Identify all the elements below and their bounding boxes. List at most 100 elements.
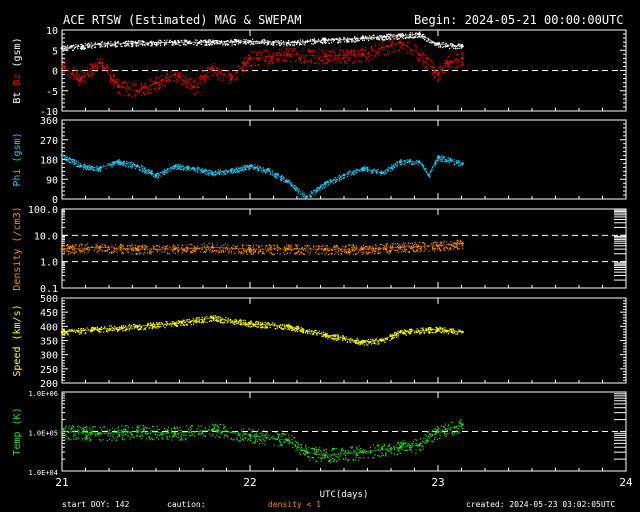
- data-point: [445, 44, 447, 46]
- data-point: [182, 320, 184, 322]
- data-point: [334, 246, 336, 248]
- ytick-label-speed: 500: [40, 294, 58, 305]
- data-point: [387, 35, 389, 37]
- data-point: [158, 326, 160, 328]
- data-point: [413, 243, 416, 245]
- data-point: [172, 251, 174, 253]
- data-point: [102, 62, 104, 64]
- data-point: [401, 246, 403, 248]
- data-point: [113, 328, 115, 330]
- data-point: [111, 80, 114, 82]
- data-point: [305, 250, 307, 252]
- data-point: [268, 250, 270, 252]
- data-point: [145, 88, 147, 90]
- data-point: [227, 44, 229, 46]
- data-point: [290, 327, 293, 329]
- data-point: [288, 180, 290, 182]
- data-point: [337, 247, 339, 249]
- data-point: [326, 50, 328, 52]
- data-point: [140, 165, 142, 167]
- data-point: [213, 249, 216, 251]
- data-point: [247, 323, 249, 326]
- data-point: [217, 75, 219, 77]
- data-point: [103, 331, 105, 333]
- data-point: [206, 316, 208, 318]
- data-point: [190, 77, 192, 79]
- data-point: [323, 62, 326, 64]
- data-point: [371, 343, 373, 345]
- data-point: [267, 42, 269, 44]
- data-point: [143, 244, 146, 246]
- data-point: [253, 41, 255, 43]
- data-point: [244, 165, 246, 167]
- data-point: [278, 41, 280, 43]
- data-point: [360, 343, 362, 345]
- data-point: [318, 63, 320, 65]
- data-point: [450, 330, 453, 332]
- data-point: [85, 168, 87, 171]
- data-point: [313, 50, 315, 52]
- data-point: [390, 168, 393, 170]
- data-point: [218, 40, 220, 42]
- data-point: [131, 82, 133, 84]
- data-point: [258, 252, 260, 254]
- data-point: [352, 249, 354, 251]
- data-point: [272, 61, 274, 64]
- data-point: [265, 172, 267, 174]
- data-point: [270, 324, 272, 326]
- data-point: [81, 43, 83, 45]
- data-point: [421, 55, 423, 57]
- data-point: [409, 41, 411, 43]
- data-point: [431, 73, 433, 76]
- data-point: [186, 40, 188, 42]
- data-point: [84, 163, 86, 165]
- data-point: [202, 75, 204, 77]
- data-point: [301, 246, 303, 248]
- data-point: [130, 245, 132, 247]
- data-point: [274, 174, 277, 176]
- data-point: [289, 252, 291, 254]
- data-point: [257, 322, 260, 324]
- data-point: [66, 159, 68, 162]
- data-point: [192, 252, 194, 254]
- data-point: [152, 84, 154, 86]
- data-point: [342, 245, 344, 247]
- data-point: [257, 54, 259, 56]
- data-point: [390, 43, 392, 45]
- data-point: [76, 46, 78, 48]
- data-point: [68, 73, 70, 75]
- data-point: [413, 37, 415, 39]
- data-point: [451, 159, 453, 161]
- data-point: [331, 181, 333, 183]
- data-point: [437, 69, 439, 71]
- data-point: [307, 61, 310, 63]
- data-point: [253, 251, 255, 254]
- data-point: [403, 244, 405, 246]
- data-point: [322, 50, 325, 52]
- data-point: [104, 244, 106, 246]
- data-point: [145, 92, 147, 94]
- data-point: [360, 48, 362, 51]
- data-point: [349, 51, 351, 53]
- data-point: [226, 248, 229, 251]
- data-point: [65, 250, 67, 252]
- data-point: [151, 327, 153, 329]
- data-point: [150, 84, 152, 87]
- data-point: [291, 182, 293, 184]
- data-point: [450, 66, 452, 68]
- data-point: [147, 43, 149, 45]
- data-point: [452, 62, 454, 64]
- data-point: [369, 246, 371, 248]
- data-point: [211, 320, 213, 322]
- data-point: [125, 81, 127, 84]
- data-point: [187, 166, 189, 168]
- data-point: [140, 326, 142, 328]
- data-point: [115, 44, 117, 47]
- data-point: [353, 250, 355, 252]
- data-point: [234, 319, 236, 321]
- data-point: [248, 166, 250, 168]
- data-point: [305, 40, 307, 42]
- data-point: [312, 333, 314, 335]
- data-point: [88, 75, 90, 77]
- data-point: [191, 168, 193, 170]
